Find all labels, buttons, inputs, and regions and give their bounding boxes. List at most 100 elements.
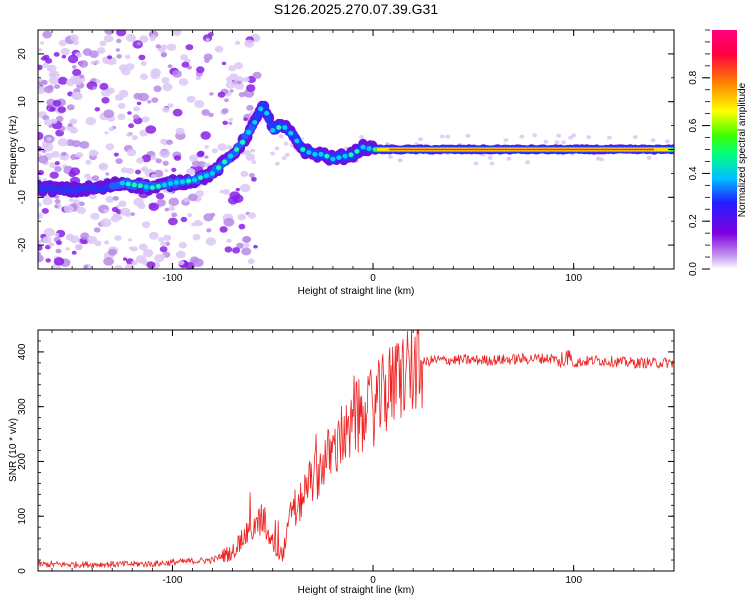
noise-speckle	[185, 44, 194, 51]
noise-speckle	[219, 226, 228, 233]
noise-speckle	[48, 124, 53, 128]
noise-speckle	[284, 152, 290, 157]
figure-title: S126.2025.270.07.39.G31	[274, 1, 438, 17]
noise-speckle	[53, 257, 65, 266]
noise-speckle	[94, 107, 101, 112]
noise-speckle	[45, 58, 53, 64]
noise-speckle	[136, 42, 142, 46]
noise-speckle	[247, 258, 255, 265]
noise-speckle	[359, 135, 364, 139]
noise-speckle	[240, 183, 251, 193]
noise-speckle	[63, 205, 74, 214]
noise-speckle	[126, 167, 135, 175]
noise-speckle	[54, 204, 59, 209]
noise-speckle	[54, 199, 61, 204]
noise-speckle	[155, 44, 161, 49]
noise-speckle	[173, 155, 182, 161]
noise-speckle	[104, 131, 109, 135]
y-tick-label: 100	[17, 507, 28, 524]
noise-speckle	[40, 41, 45, 45]
noise-speckle	[232, 247, 241, 254]
noise-speckle	[138, 243, 148, 251]
noise-speckle	[100, 218, 112, 228]
noise-speckle	[68, 171, 77, 178]
noise-speckle	[158, 237, 165, 243]
ridge-highlight	[252, 120, 258, 125]
spectrogram-y-ticks: -20 -10 0 10 20	[17, 29, 674, 270]
noise-speckle	[131, 260, 138, 266]
noise-speckle	[204, 145, 210, 149]
noise-speckle	[168, 217, 178, 226]
noise-speckle	[79, 141, 90, 149]
ridge-highlight	[119, 180, 125, 186]
noise-speckle	[204, 155, 209, 159]
noise-speckle	[183, 197, 190, 203]
noise-speckle	[418, 137, 424, 142]
noise-speckle	[112, 196, 119, 201]
noise-speckle	[124, 212, 131, 217]
ridge-highlight	[161, 182, 167, 188]
x-tick-label: 0	[370, 273, 376, 284]
noise-speckle	[228, 117, 233, 122]
noise-speckle	[136, 157, 144, 164]
noise-speckle	[172, 70, 182, 78]
noise-speckle	[145, 125, 157, 134]
noise-speckle	[43, 118, 53, 126]
noise-speckle	[105, 172, 110, 176]
noise-speckle	[206, 228, 212, 233]
noise-speckle	[131, 135, 138, 141]
ridge-highlight	[300, 147, 306, 152]
noise-speckle	[115, 158, 123, 165]
noise-speckle	[200, 131, 211, 140]
noise-speckle	[194, 100, 205, 108]
noise-speckle	[105, 143, 115, 151]
noise-speckle	[101, 97, 110, 104]
noise-speckle	[42, 144, 48, 149]
noise-speckle	[147, 100, 152, 104]
noise-speckle	[192, 258, 204, 268]
noise-speckle	[164, 207, 169, 212]
noise-speckle	[138, 92, 150, 102]
noise-speckle	[163, 234, 172, 241]
noise-speckle	[162, 83, 173, 92]
noise-speckle	[246, 104, 254, 111]
noise-speckle	[180, 216, 188, 223]
noise-speckle	[72, 68, 82, 77]
noise-speckle	[69, 34, 79, 42]
colorbar-tick-label: 0.6	[688, 118, 699, 132]
y-tick-label: 0	[17, 568, 28, 574]
noise-speckle	[48, 70, 60, 80]
noise-speckle	[241, 247, 252, 256]
noise-speckle	[244, 242, 250, 248]
noise-speckle	[138, 54, 146, 61]
noise-speckle	[397, 158, 403, 163]
noise-speckle	[237, 213, 246, 221]
y-tick-label: -10	[17, 190, 28, 205]
noise-speckle	[140, 61, 147, 66]
colorbar-tick-label: 0.8	[688, 70, 699, 84]
ridge-highlight	[294, 138, 300, 144]
noise-speckle	[115, 214, 123, 221]
ridge-highlight	[318, 151, 324, 157]
ridge-highlight	[179, 179, 186, 185]
noise-speckle	[192, 234, 201, 241]
noise-speckle	[113, 265, 123, 269]
noise-speckle	[650, 138, 656, 143]
noise-speckle	[38, 251, 41, 256]
colorbar-gradient	[712, 30, 737, 269]
noise-speckle	[76, 81, 81, 86]
colorbar-tick-label: 0.2	[688, 214, 699, 228]
noise-speckle	[198, 222, 203, 226]
noise-speckle	[60, 48, 71, 56]
noise-speckle	[38, 64, 43, 71]
noise-speckle	[140, 73, 148, 80]
ridge-highlight	[354, 149, 360, 154]
ridge-highlight	[167, 181, 173, 186]
noise-speckle	[111, 206, 119, 213]
noise-speckle	[49, 106, 55, 111]
noise-speckle	[274, 161, 280, 166]
spectrogram-ridge	[38, 100, 674, 198]
noise-speckle	[196, 66, 205, 74]
noise-speckle	[128, 123, 135, 129]
